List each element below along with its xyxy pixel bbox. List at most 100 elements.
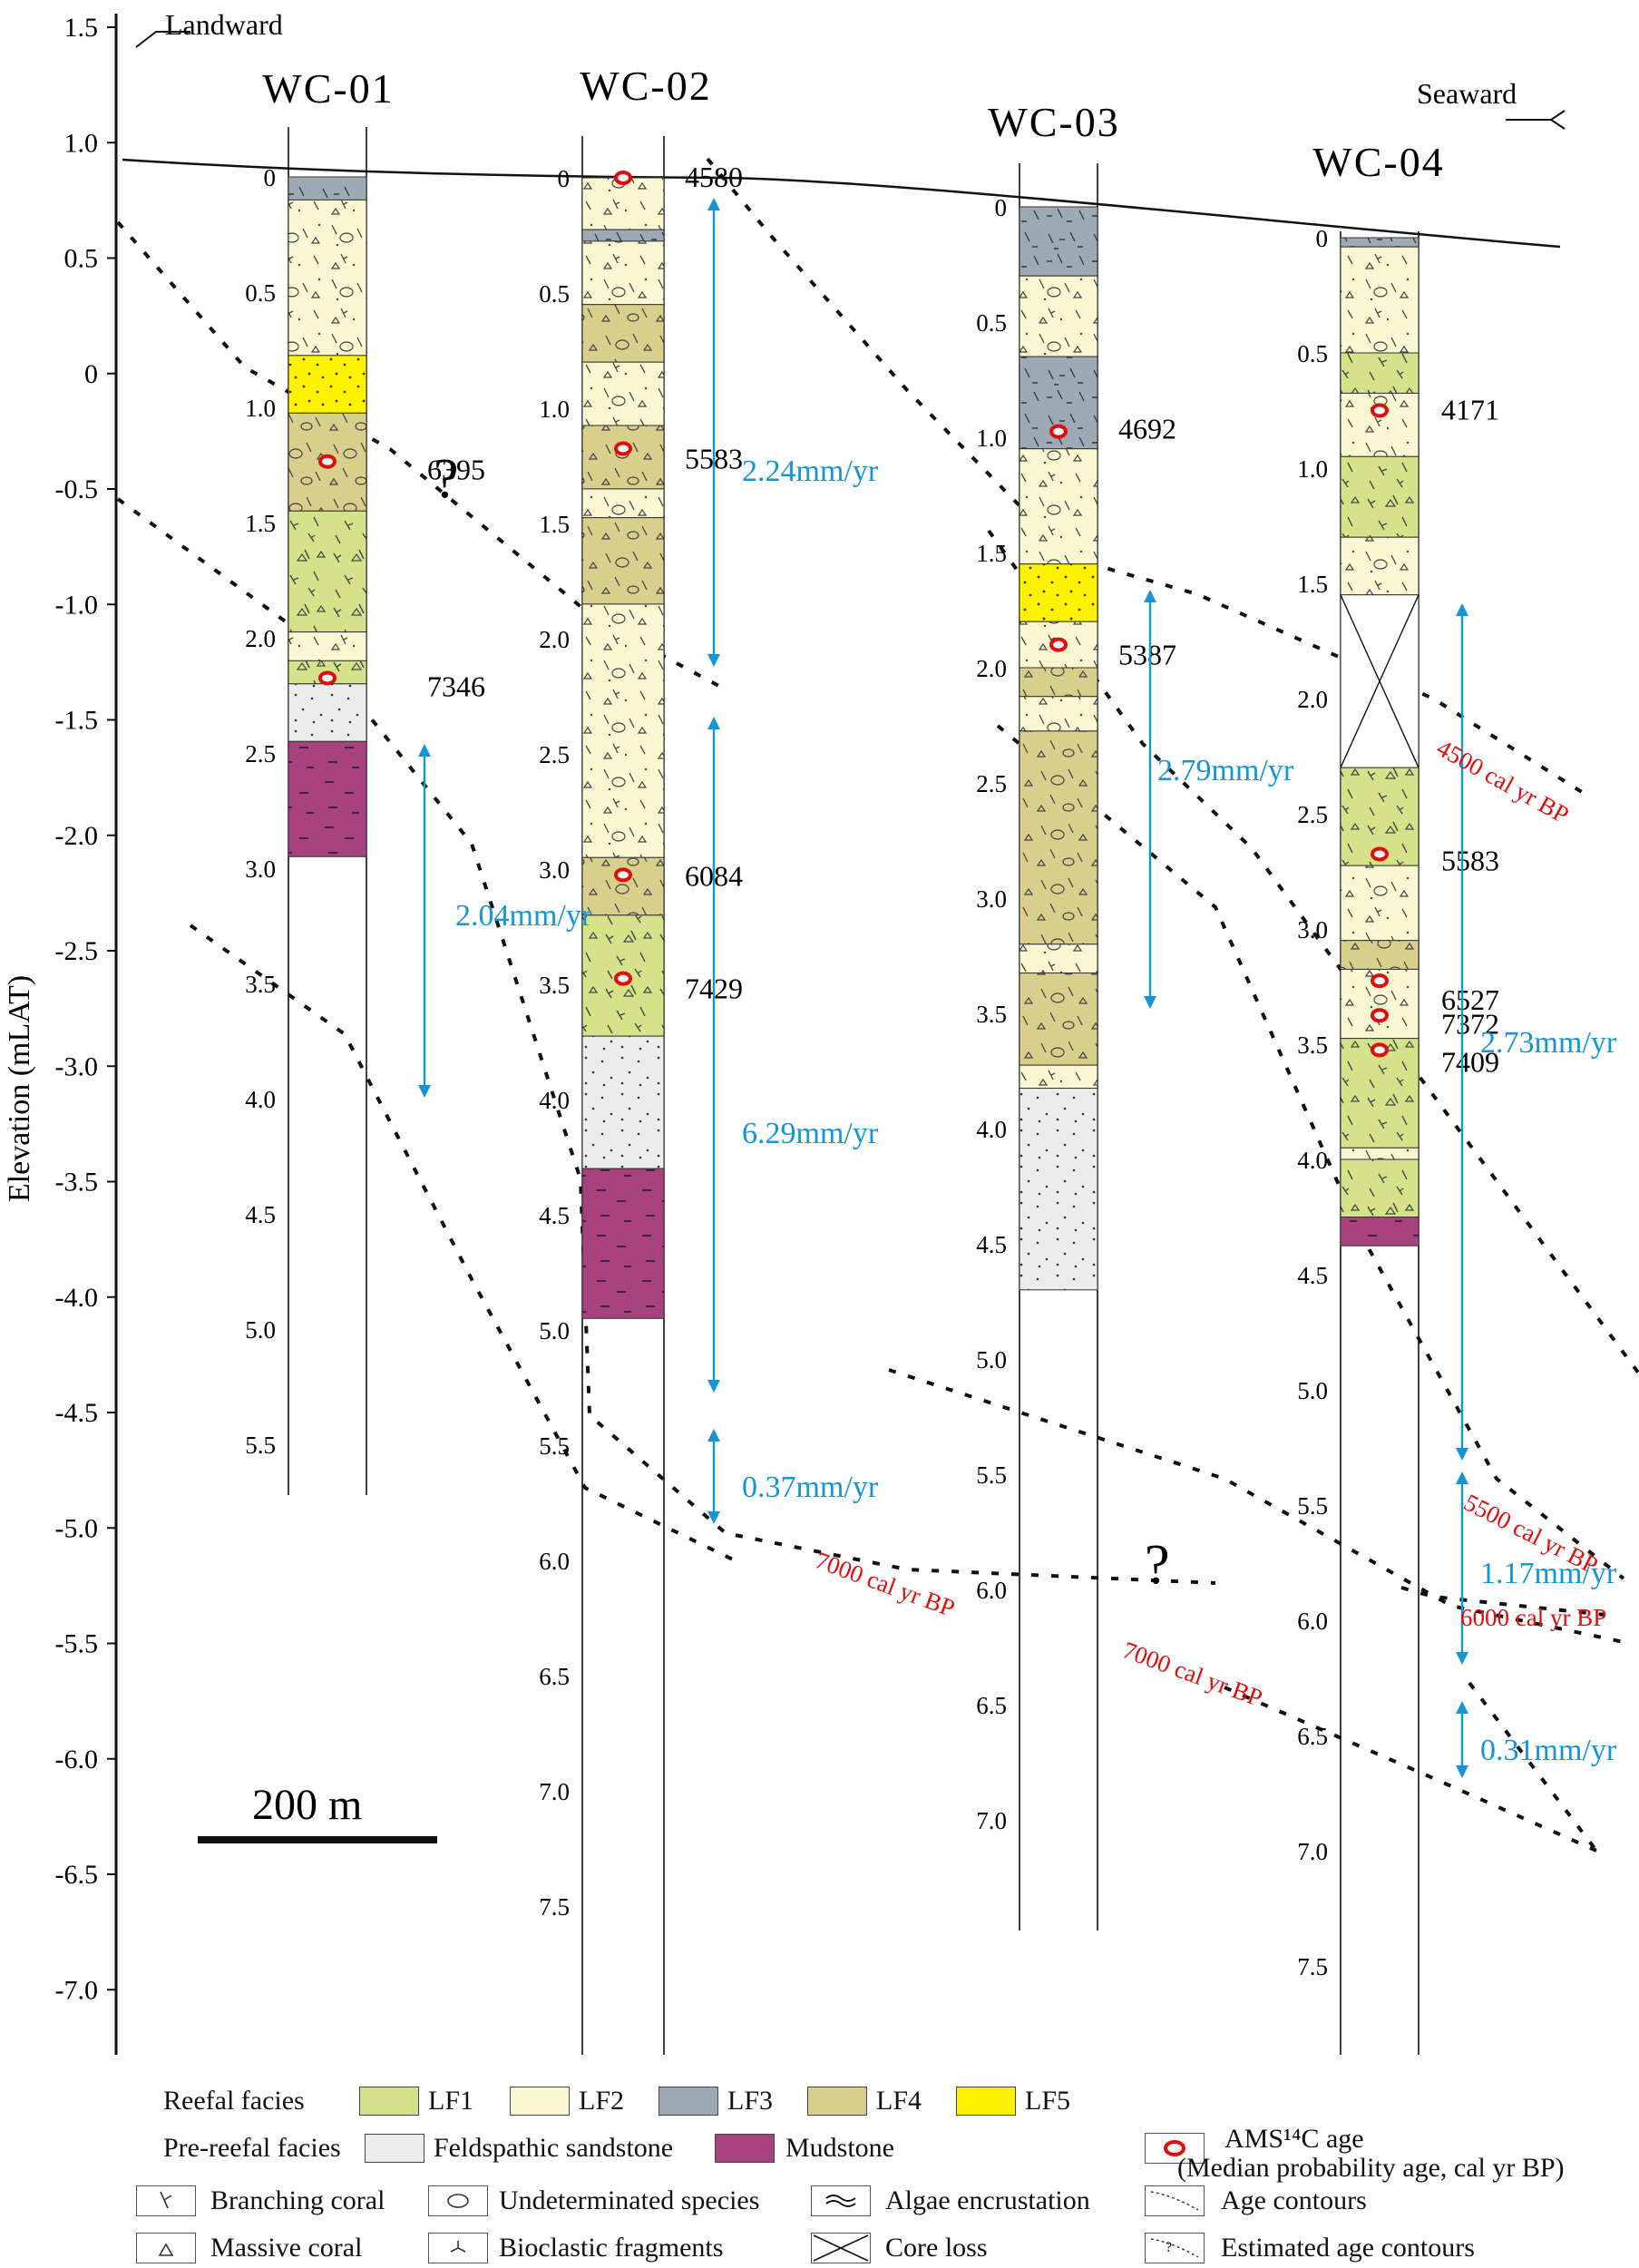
core-depth-label: 0 — [1316, 225, 1329, 252]
core-layer-lf4 — [1019, 973, 1098, 1066]
ams-date-marker — [614, 171, 632, 185]
rate-arrow-head — [707, 198, 720, 210]
question-mark-wc03: ? — [1145, 1534, 1170, 1596]
core-title: WC-01 — [262, 65, 394, 112]
core-depth-label: 7.0 — [976, 1807, 1007, 1834]
rate-label: 2.24mm/yr — [742, 455, 879, 488]
ams-age-icon — [1145, 2133, 1205, 2164]
core-depth-label: 3.0 — [976, 885, 1007, 913]
core-layer-lf4 — [581, 304, 665, 363]
age-label: 7346 — [427, 670, 485, 702]
legend-massive-label: Massive coral — [210, 2233, 363, 2263]
elevation-tick-label: -5.5 — [55, 1629, 99, 1659]
algae-encrustation-icon — [811, 2185, 871, 2216]
age-label: 6527 — [1441, 983, 1499, 1016]
contour-label: 6000 cal yr BP — [1460, 1604, 1606, 1631]
core-depth-label: 4.0 — [539, 1087, 570, 1114]
core-depth-label: 1.0 — [245, 395, 276, 422]
legend-lf4-label: LF4 — [876, 2086, 922, 2116]
ams-date-marker — [614, 971, 632, 986]
rate-label: 2.73mm/yr — [1480, 1026, 1617, 1060]
core-layer-lf2 — [581, 177, 665, 230]
rate-arrow-head — [707, 1511, 720, 1524]
bioclastic-fragments-icon — [428, 2233, 488, 2263]
legend-lf5-label: LF5 — [1025, 2086, 1071, 2116]
core-depth-label: 6.5 — [1297, 1723, 1328, 1750]
core-depth-label: 4.5 — [1297, 1262, 1328, 1289]
elevation-tick-label: -4.5 — [55, 1398, 99, 1428]
scale-bar-label: 200 m — [252, 1781, 362, 1829]
core-depth-label: 0.5 — [245, 279, 276, 307]
core-layer-lf2 — [1019, 696, 1098, 732]
rate-arrow-head — [1456, 1448, 1468, 1461]
elevation-tick-label: -7.0 — [55, 1975, 99, 2005]
rate-arrow-head — [707, 654, 720, 667]
ams-date-marker — [614, 867, 632, 883]
core-depth-label: 5.5 — [539, 1432, 570, 1460]
legend-mudstone-label: Mudstone — [785, 2133, 894, 2163]
elevation-tick-label: -3.0 — [55, 1051, 99, 1081]
elevation-tick-label: -2.5 — [55, 936, 99, 966]
rate-arrow-head — [1456, 1701, 1468, 1714]
core-layer-sand — [1019, 1088, 1098, 1291]
ams-date-marker — [1049, 637, 1068, 652]
age-label: 5583 — [1441, 844, 1499, 876]
core-depth-label: 5.5 — [245, 1432, 276, 1459]
legend-estimated-contours-label: Estimated age contours — [1221, 2233, 1475, 2263]
massive-coral-icon — [136, 2233, 196, 2263]
legend-lf1-label: LF1 — [428, 2086, 474, 2116]
core-depth-label: 1.0 — [1297, 455, 1328, 483]
core-title: WC-03 — [988, 99, 1119, 145]
elevation-tick-label: 0 — [84, 359, 98, 389]
core-depth-label: 6.5 — [976, 1692, 1007, 1719]
core-depth-label: 2.0 — [1297, 686, 1328, 713]
age-label: 7372 — [1441, 1007, 1499, 1040]
rate-label: 1.17mm/yr — [1480, 1557, 1617, 1590]
ams-date-marker — [1371, 1042, 1389, 1058]
legend-prereefal-title: Pre-reefal facies — [163, 2133, 341, 2163]
core-depth-label: 7.0 — [539, 1778, 570, 1805]
core-depth-label: 6.0 — [539, 1548, 570, 1575]
core-title: WC-04 — [1312, 139, 1444, 185]
core-depth-label: 2.0 — [976, 655, 1007, 682]
core-layer-sand — [288, 683, 367, 742]
seaward-arrow-icon — [1506, 110, 1566, 130]
core-layer-lf1 — [1340, 1158, 1419, 1217]
ams-date-marker — [1371, 846, 1389, 862]
legend-lf5-swatch — [956, 2087, 1016, 2116]
core-depth-label: 5.0 — [1297, 1377, 1328, 1404]
core-layer-lf3 — [1019, 206, 1098, 277]
core-depth-label: 4.5 — [245, 1201, 276, 1228]
core-layer-sand — [581, 1035, 665, 1169]
legend-lf3-label: LF3 — [727, 2086, 774, 2116]
core-depth-label: 1.0 — [976, 425, 1007, 452]
core-layer-lf1 — [1340, 352, 1419, 394]
core-layer-lf2 — [1340, 246, 1419, 354]
rate-label: 6.29mm/yr — [742, 1117, 879, 1150]
rate-arrow-head — [418, 1085, 431, 1098]
core-depth-label: 0 — [995, 194, 1008, 221]
elevation-tick-label: 1.5 — [64, 13, 99, 43]
age-contour-icon — [1145, 2185, 1205, 2216]
elevation-tick-label: -1.0 — [55, 590, 99, 620]
elevation-tick-label: -3.5 — [55, 1168, 99, 1198]
core-layer-mud — [288, 740, 367, 857]
legend-lf1-swatch — [359, 2087, 419, 2116]
age-label: 4692 — [1118, 413, 1176, 445]
core-depth-label: 1.5 — [245, 510, 276, 537]
core-layer-mud — [1340, 1217, 1419, 1246]
core-depth-label: 2.5 — [245, 740, 276, 767]
core-depth-label: 5.5 — [976, 1461, 1007, 1489]
ams-date-marker — [1371, 973, 1389, 989]
rate-arrow-head — [707, 717, 720, 729]
contour-label: 4500 cal yr BP — [1432, 734, 1574, 828]
core-depth-label: 4.0 — [245, 1086, 276, 1113]
core-depth-label: 6.0 — [976, 1577, 1007, 1604]
rate-label: 2.04mm/yr — [455, 899, 592, 933]
core-depth-label: 4.5 — [976, 1231, 1007, 1258]
core-depth-label: 4.0 — [976, 1116, 1007, 1143]
legend-core-loss-label: Core loss — [885, 2233, 988, 2263]
core-layer-lf4 — [581, 425, 665, 490]
core-layer-lf3 — [581, 229, 665, 242]
scale-bar — [198, 1836, 437, 1843]
